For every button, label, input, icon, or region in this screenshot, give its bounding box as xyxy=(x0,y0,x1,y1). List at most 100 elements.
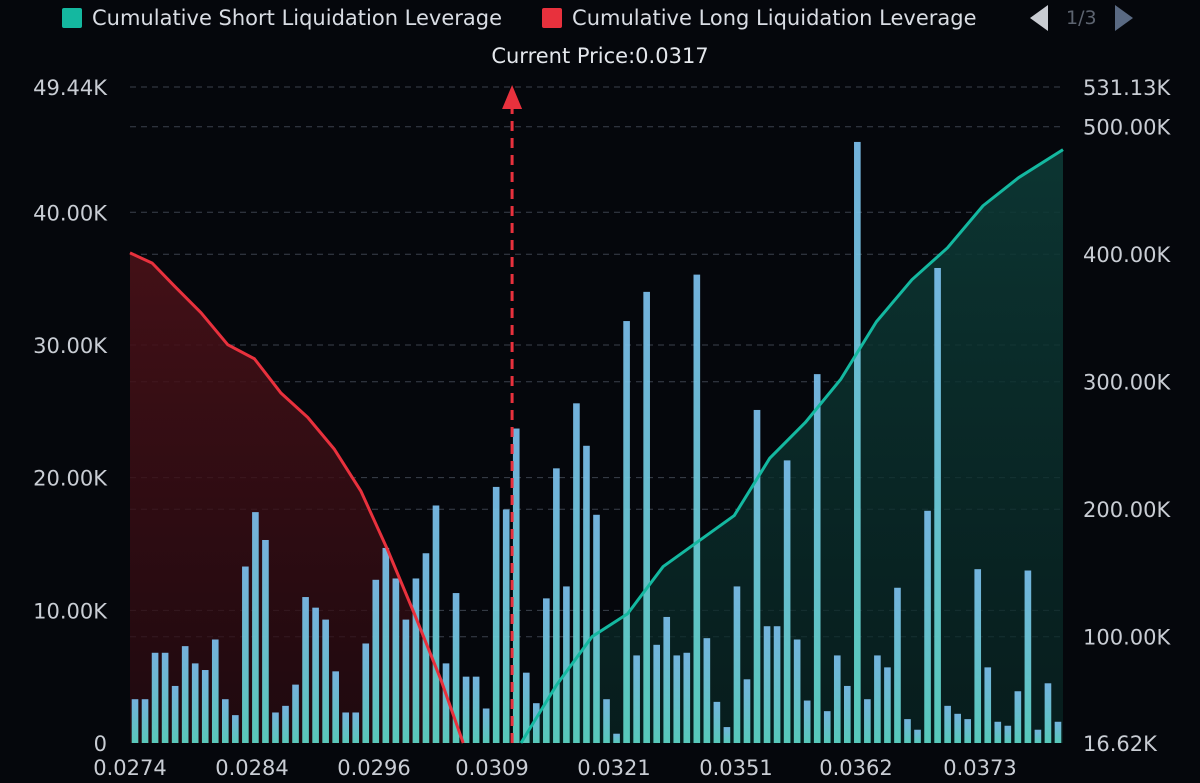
left-axis-tick-label: 20.00K xyxy=(33,467,108,491)
liquidation-bar xyxy=(743,679,751,743)
liquidation-bar xyxy=(703,638,711,743)
liquidation-bar xyxy=(472,676,480,743)
liquidation-bar xyxy=(854,141,861,744)
liquidation-bar xyxy=(512,428,520,743)
liquidation-bar xyxy=(342,712,350,743)
liquidation-bar xyxy=(191,663,199,743)
liquidation-bar xyxy=(1054,721,1062,743)
liquidation-bar xyxy=(492,486,500,743)
liquidation-bar xyxy=(171,685,179,743)
right-axis-tick-label: 400.00K xyxy=(1083,243,1171,267)
liquidation-bar xyxy=(382,547,390,743)
liquidation-bar xyxy=(573,403,580,743)
liquidation-bar xyxy=(593,514,600,743)
short-area-fill xyxy=(520,149,1063,743)
liquidation-bar xyxy=(613,733,620,743)
liquidation-bar xyxy=(502,509,510,743)
liquidation-bar xyxy=(422,553,430,743)
liquidation-bar xyxy=(462,676,470,743)
liquidation-bar xyxy=(232,715,239,743)
liquidation-bar xyxy=(924,510,931,743)
x-axis-tick-label: 0.0351 xyxy=(699,756,772,780)
liquidation-bar xyxy=(412,578,420,743)
x-axis-tick-label: 0.0321 xyxy=(577,756,650,780)
liquidation-bar xyxy=(623,321,630,743)
liquidation-bar xyxy=(432,505,440,743)
liquidation-bar xyxy=(272,712,279,743)
liquidation-bar xyxy=(874,655,881,743)
liquidation-bar xyxy=(543,598,550,743)
x-axis-tick-label: 0.0373 xyxy=(943,756,1016,780)
liquidation-bar xyxy=(884,667,891,743)
liquidation-bar xyxy=(813,374,821,743)
liquidation-bar xyxy=(181,646,189,743)
right-axis-tick-label: 531.13K xyxy=(1083,76,1171,100)
liquidation-bar xyxy=(793,639,801,743)
liquidation-bar xyxy=(1014,691,1022,743)
liquidation-bar xyxy=(221,699,229,743)
x-axis-tick-label: 0.0296 xyxy=(337,756,410,780)
liquidation-bar xyxy=(773,626,781,743)
liquidation-bar xyxy=(201,670,209,743)
liquidation-bar xyxy=(442,663,450,743)
liquidation-bar xyxy=(553,468,560,743)
liquidation-bar xyxy=(904,719,911,743)
previous-page-icon[interactable] xyxy=(1030,5,1048,31)
long-cumulative-line xyxy=(129,251,465,744)
legend-item-short[interactable]: Cumulative Short Liquidation Leverage xyxy=(62,6,502,30)
right-axis-tick-label: 16.62K xyxy=(1083,732,1158,756)
liquidation-bar xyxy=(894,587,901,743)
short-cumulative-line xyxy=(519,148,1064,744)
liquidation-bar xyxy=(934,267,941,743)
liquidation-bar xyxy=(964,719,972,743)
liquidation-bar xyxy=(783,460,791,743)
liquidation-bar xyxy=(392,578,400,743)
liquidation-bar xyxy=(914,729,921,743)
liquidation-bar xyxy=(984,667,992,743)
liquidation-bar xyxy=(282,705,289,743)
liquidation-bar xyxy=(482,708,490,743)
liquidation-bar xyxy=(603,699,610,743)
liquidation-bar xyxy=(151,652,159,743)
liquidation-bar xyxy=(723,727,731,743)
liquidation-bar xyxy=(954,713,961,743)
liquidation-bar xyxy=(994,721,1002,743)
liquidation-bar xyxy=(753,409,761,743)
liquidation-bar xyxy=(131,699,139,743)
liquidation-bar xyxy=(843,685,851,743)
x-axis-tick-label: 0.0362 xyxy=(819,756,892,780)
liquidation-bar xyxy=(302,597,309,743)
liquidation-bar xyxy=(673,655,681,743)
liquidation-bar xyxy=(1024,570,1032,743)
liquidation-bar xyxy=(402,619,410,743)
next-page-icon[interactable] xyxy=(1114,5,1133,31)
legend-item-long[interactable]: Cumulative Long Liquidation Leverage xyxy=(542,6,977,30)
liquidation-bar xyxy=(1004,725,1012,743)
liquidation-bar xyxy=(1044,683,1052,743)
liquidation-bar xyxy=(211,639,219,743)
legend: Cumulative Short Liquidation Leverage Cu… xyxy=(62,4,977,32)
long-area-fill xyxy=(130,252,464,743)
liquidation-bar xyxy=(823,711,831,743)
liquidation-bar xyxy=(974,569,982,743)
current-price-label: Current Price:0.0317 xyxy=(491,44,709,68)
right-axis-tick-label: 300.00K xyxy=(1083,371,1171,395)
current-price-arrow-icon xyxy=(502,85,523,109)
liquidation-bar xyxy=(141,699,149,743)
liquidation-bar xyxy=(653,644,661,743)
liquidation-bar xyxy=(372,579,380,743)
liquidation-bar xyxy=(563,586,570,743)
liquidation-bar xyxy=(312,607,319,743)
liquidation-bar xyxy=(803,700,811,743)
liquidation-bar xyxy=(864,699,871,743)
right-axis-tick-label: 200.00K xyxy=(1083,498,1171,522)
left-axis-tick-label: 30.00K xyxy=(33,334,108,358)
page-indicator: 1/3 xyxy=(1066,7,1097,29)
liquidation-bar xyxy=(583,445,590,743)
liquidation-bar xyxy=(242,566,249,743)
liquidation-bar xyxy=(633,655,640,743)
liquidation-bar xyxy=(944,705,951,743)
legend-long-label: Cumulative Long Liquidation Leverage xyxy=(572,6,977,30)
liquidation-bar xyxy=(252,512,259,743)
